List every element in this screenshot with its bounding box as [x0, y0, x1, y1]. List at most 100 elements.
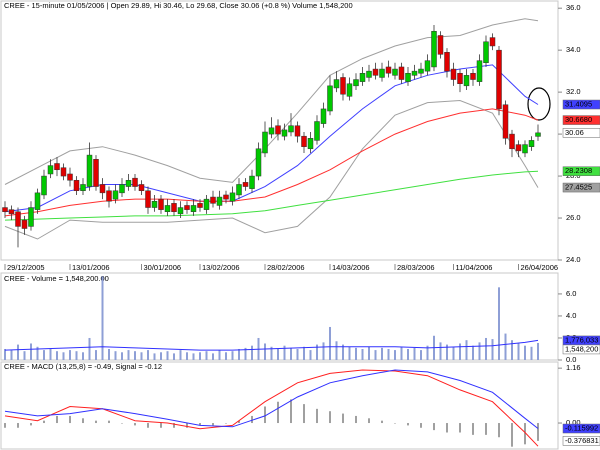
candle-body — [437, 35, 444, 55]
volume-bar — [43, 350, 45, 360]
candle-body — [307, 138, 314, 150]
volume-bar — [127, 350, 130, 360]
volume-bar — [238, 348, 240, 360]
candle-body — [509, 133, 515, 150]
macd-histogram-bar — [121, 423, 123, 424]
candle-body — [80, 184, 86, 192]
macd-histogram-bar — [524, 423, 526, 445]
macd-histogram-bar — [56, 415, 58, 424]
candle-body — [54, 163, 60, 171]
candle-body — [210, 196, 216, 204]
macd-histogram-bar — [433, 423, 435, 431]
candle-body — [372, 68, 379, 76]
indicator-line — [4, 108, 539, 217]
candle-body — [106, 190, 112, 202]
volume-bar — [69, 350, 71, 360]
candle-body — [41, 175, 47, 196]
indicator-line — [4, 18, 539, 185]
candle-body — [281, 129, 288, 137]
macd-histogram-bar — [485, 423, 487, 435]
candle-body — [34, 192, 41, 210]
x-tick-label: 13/02/2006 — [202, 263, 240, 272]
candle-body — [392, 68, 398, 76]
candle-body — [67, 173, 73, 181]
volume-bar — [173, 353, 175, 360]
price-panel — [0, 0, 559, 261]
candle-body — [93, 159, 99, 187]
macd-histogram-bar — [537, 423, 539, 441]
volume-bar — [264, 343, 266, 360]
candle-body — [15, 211, 21, 227]
y-tick-label: 1.16 — [566, 363, 581, 372]
value-box-label: 30.6680 — [565, 115, 592, 124]
volume-bar — [368, 346, 370, 360]
volume-bar — [290, 347, 292, 360]
macd-panel — [0, 361, 559, 450]
volume-bar — [381, 347, 383, 360]
macd-histogram-bar — [303, 404, 305, 424]
value-box — [562, 182, 600, 193]
macd-histogram-bar — [173, 423, 175, 428]
candle-body — [301, 135, 307, 147]
candle-body — [379, 68, 385, 78]
volume-bar — [101, 276, 104, 360]
x-tick-label: 14/03/2006 — [332, 263, 370, 272]
macd-header: CREE - MACD (13,25,8) = -0.49, Signal = … — [4, 362, 162, 371]
volume-bar — [88, 337, 91, 360]
volume-bar — [121, 352, 123, 360]
macd-histogram-bar — [134, 423, 136, 426]
macd-histogram-bar — [394, 423, 396, 424]
candle-body — [431, 31, 437, 68]
value-box-label: 27.4525 — [565, 183, 592, 192]
y-tick-label: 0.0 — [566, 355, 576, 364]
candle-body — [60, 167, 67, 177]
candle-body — [418, 68, 424, 74]
macd-histogram-bar — [225, 423, 227, 424]
volume-bar — [212, 353, 214, 360]
candle-body — [229, 192, 236, 202]
volume-bar — [348, 346, 351, 360]
candle-body — [47, 165, 54, 175]
indicator-line — [4, 369, 539, 447]
macd-histogram-bar — [446, 423, 448, 433]
x-tick-label: 26/04/2006 — [521, 263, 559, 272]
volume-bar — [199, 352, 201, 360]
volume-bar — [244, 347, 247, 360]
volume-bar — [303, 346, 305, 360]
candle-body — [327, 85, 333, 112]
volume-bar — [36, 346, 39, 360]
volume-bar — [394, 350, 396, 360]
candle-body — [476, 60, 483, 82]
candle-body — [216, 196, 223, 206]
y-tick-label: 4.0 — [566, 311, 576, 320]
macd-histogram-bar — [459, 423, 461, 433]
volume-bar — [491, 339, 494, 360]
volume-bar — [517, 343, 520, 360]
y-tick-label: 0.00 — [566, 418, 581, 427]
macd-histogram-bar — [329, 411, 331, 424]
candle-body — [463, 75, 470, 87]
macd-histogram-bar — [472, 423, 474, 435]
volume-bar — [147, 350, 149, 360]
value-box-label: 1,548,200 — [565, 344, 598, 353]
value-box — [562, 166, 600, 176]
candle-body — [112, 190, 119, 200]
candle-body — [28, 207, 34, 227]
candle-body — [411, 70, 418, 76]
indicator-line — [4, 339, 539, 351]
volume-bar — [17, 344, 19, 360]
macd-histogram-bar — [277, 401, 279, 424]
volume-bar — [355, 347, 357, 360]
volume-bar — [56, 351, 58, 360]
volume-bar — [465, 340, 468, 360]
x-tick-label: 13/01/2006 — [72, 263, 110, 272]
candle-body — [340, 77, 346, 95]
volume-bar — [342, 344, 344, 360]
y-tick-label: 26.0 — [566, 213, 581, 222]
y-tick-label: 6.0 — [566, 289, 576, 298]
candle-body — [86, 154, 93, 187]
volume-bar — [459, 343, 461, 360]
candle-body — [496, 49, 502, 110]
volume-bar — [530, 346, 533, 360]
